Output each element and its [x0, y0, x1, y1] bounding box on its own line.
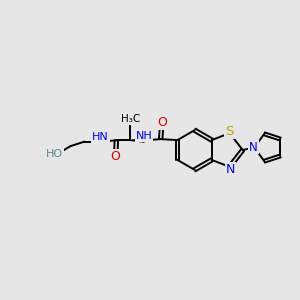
Text: O: O: [111, 151, 121, 164]
Text: NH: NH: [136, 131, 153, 141]
Text: HN: HN: [92, 132, 109, 142]
Text: N: N: [226, 163, 235, 176]
Polygon shape: [130, 139, 144, 142]
Text: S: S: [225, 125, 234, 138]
Text: HO: HO: [46, 149, 63, 159]
Text: N: N: [249, 140, 258, 154]
Text: H₃C: H₃C: [121, 115, 140, 124]
Text: O: O: [157, 116, 167, 129]
